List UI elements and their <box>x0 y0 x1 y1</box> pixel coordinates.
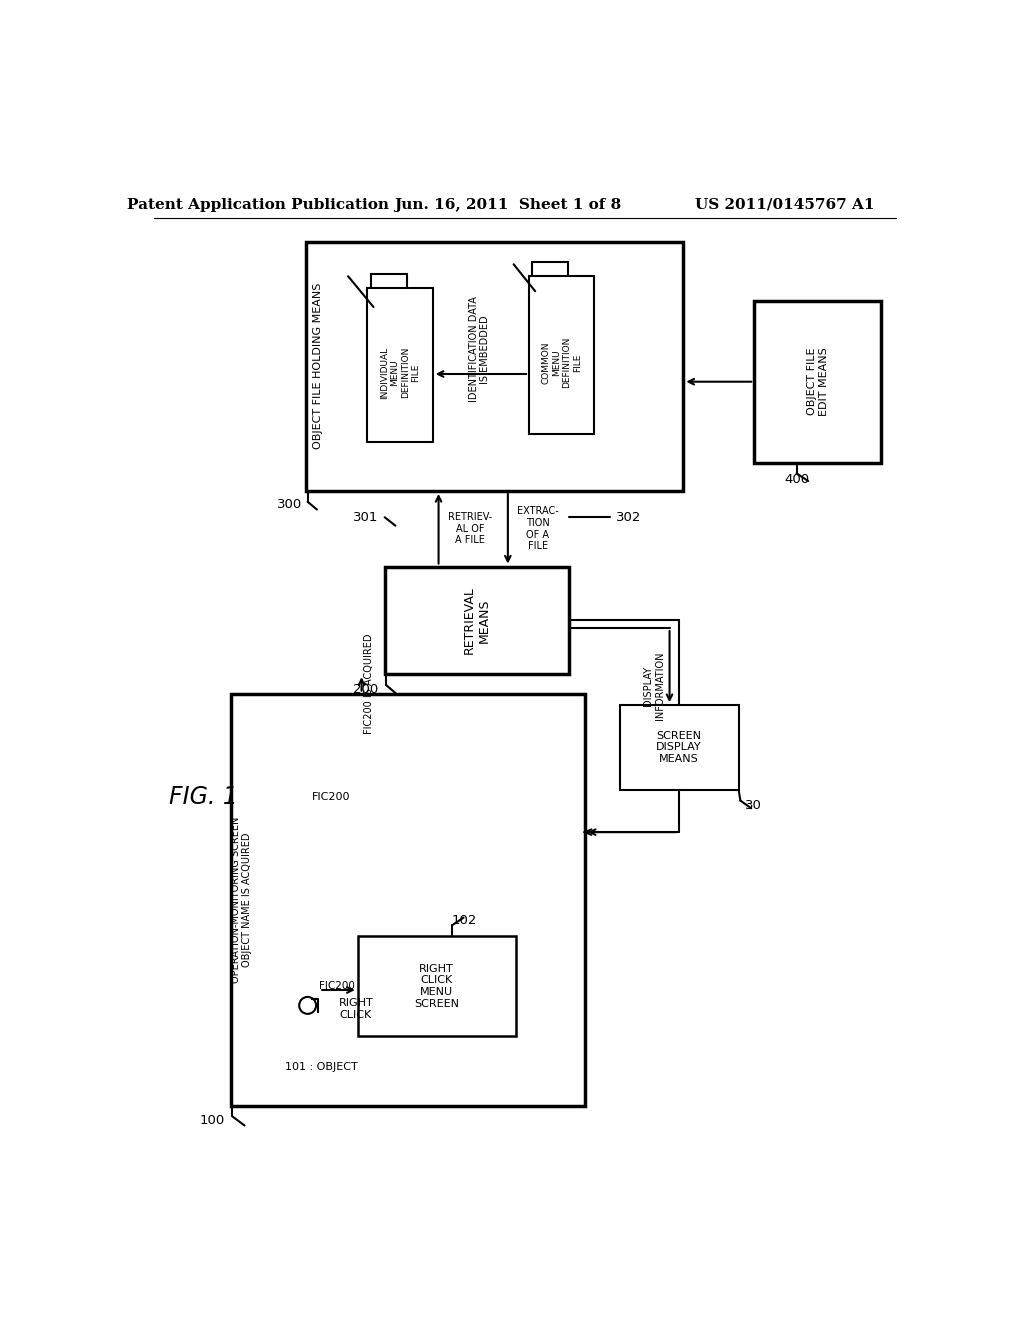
Text: 30: 30 <box>745 799 762 812</box>
Text: FIC200 IS ACQUIRED: FIC200 IS ACQUIRED <box>365 634 374 734</box>
Text: RIGHT
CLICK: RIGHT CLICK <box>339 998 373 1020</box>
Bar <box>230 693 585 1106</box>
Text: RETRIEVAL
MEANS: RETRIEVAL MEANS <box>463 586 492 655</box>
Text: OBJECT FILE HOLDING MEANS: OBJECT FILE HOLDING MEANS <box>313 282 324 450</box>
Text: Patent Application Publication: Patent Application Publication <box>127 198 389 211</box>
Text: 101 : OBJECT: 101 : OBJECT <box>285 1063 357 1072</box>
Text: DISPLAY
INFORMATION: DISPLAY INFORMATION <box>643 652 665 721</box>
Text: SCREEN
DISPLAY
MEANS: SCREEN DISPLAY MEANS <box>656 731 702 764</box>
Text: 302: 302 <box>615 511 641 524</box>
Text: INDIVIDUAL
MENU
DEFINITION
FILE: INDIVIDUAL MENU DEFINITION FILE <box>380 346 420 399</box>
Text: 100: 100 <box>200 1114 224 1127</box>
Text: FIC200: FIC200 <box>311 792 350 803</box>
Bar <box>306 242 683 491</box>
Text: Jun. 16, 2011  Sheet 1 of 8: Jun. 16, 2011 Sheet 1 of 8 <box>394 198 622 211</box>
Bar <box>529 276 595 434</box>
Bar <box>357 936 515 1036</box>
Text: US 2011/0145767 A1: US 2011/0145767 A1 <box>695 198 874 211</box>
Text: EXTRAC-
TION
OF A
FILE: EXTRAC- TION OF A FILE <box>517 507 559 552</box>
Text: OPERATION-MONITORING SCREEN
OBJECT NAME IS ACQUIRED: OPERATION-MONITORING SCREEN OBJECT NAME … <box>230 816 252 982</box>
Text: 301: 301 <box>353 511 379 524</box>
Bar <box>620 705 739 789</box>
Text: OBJECT FILE
EDIT MEANS: OBJECT FILE EDIT MEANS <box>807 347 828 416</box>
Text: FIG. 1: FIG. 1 <box>169 785 239 809</box>
Bar <box>368 288 433 442</box>
Text: 102: 102 <box>452 915 477 927</box>
Text: COMMON
MENU
DEFINITION
FILE: COMMON MENU DEFINITION FILE <box>542 337 582 388</box>
Text: RIGHT
CLICK
MENU
SCREEN: RIGHT CLICK MENU SCREEN <box>414 964 459 1008</box>
Bar <box>385 566 569 675</box>
Text: 300: 300 <box>278 499 302 511</box>
Text: 200: 200 <box>353 684 379 696</box>
Text: FIC200: FIC200 <box>319 981 355 991</box>
Text: IDENTIFICATION DATA
IS EMBEDDED: IDENTIFICATION DATA IS EMBEDDED <box>469 297 490 403</box>
Text: 400: 400 <box>784 473 809 486</box>
Text: RETRIEV-
AL OF
A FILE: RETRIEV- AL OF A FILE <box>447 512 493 545</box>
Bar <box>755 301 882 462</box>
